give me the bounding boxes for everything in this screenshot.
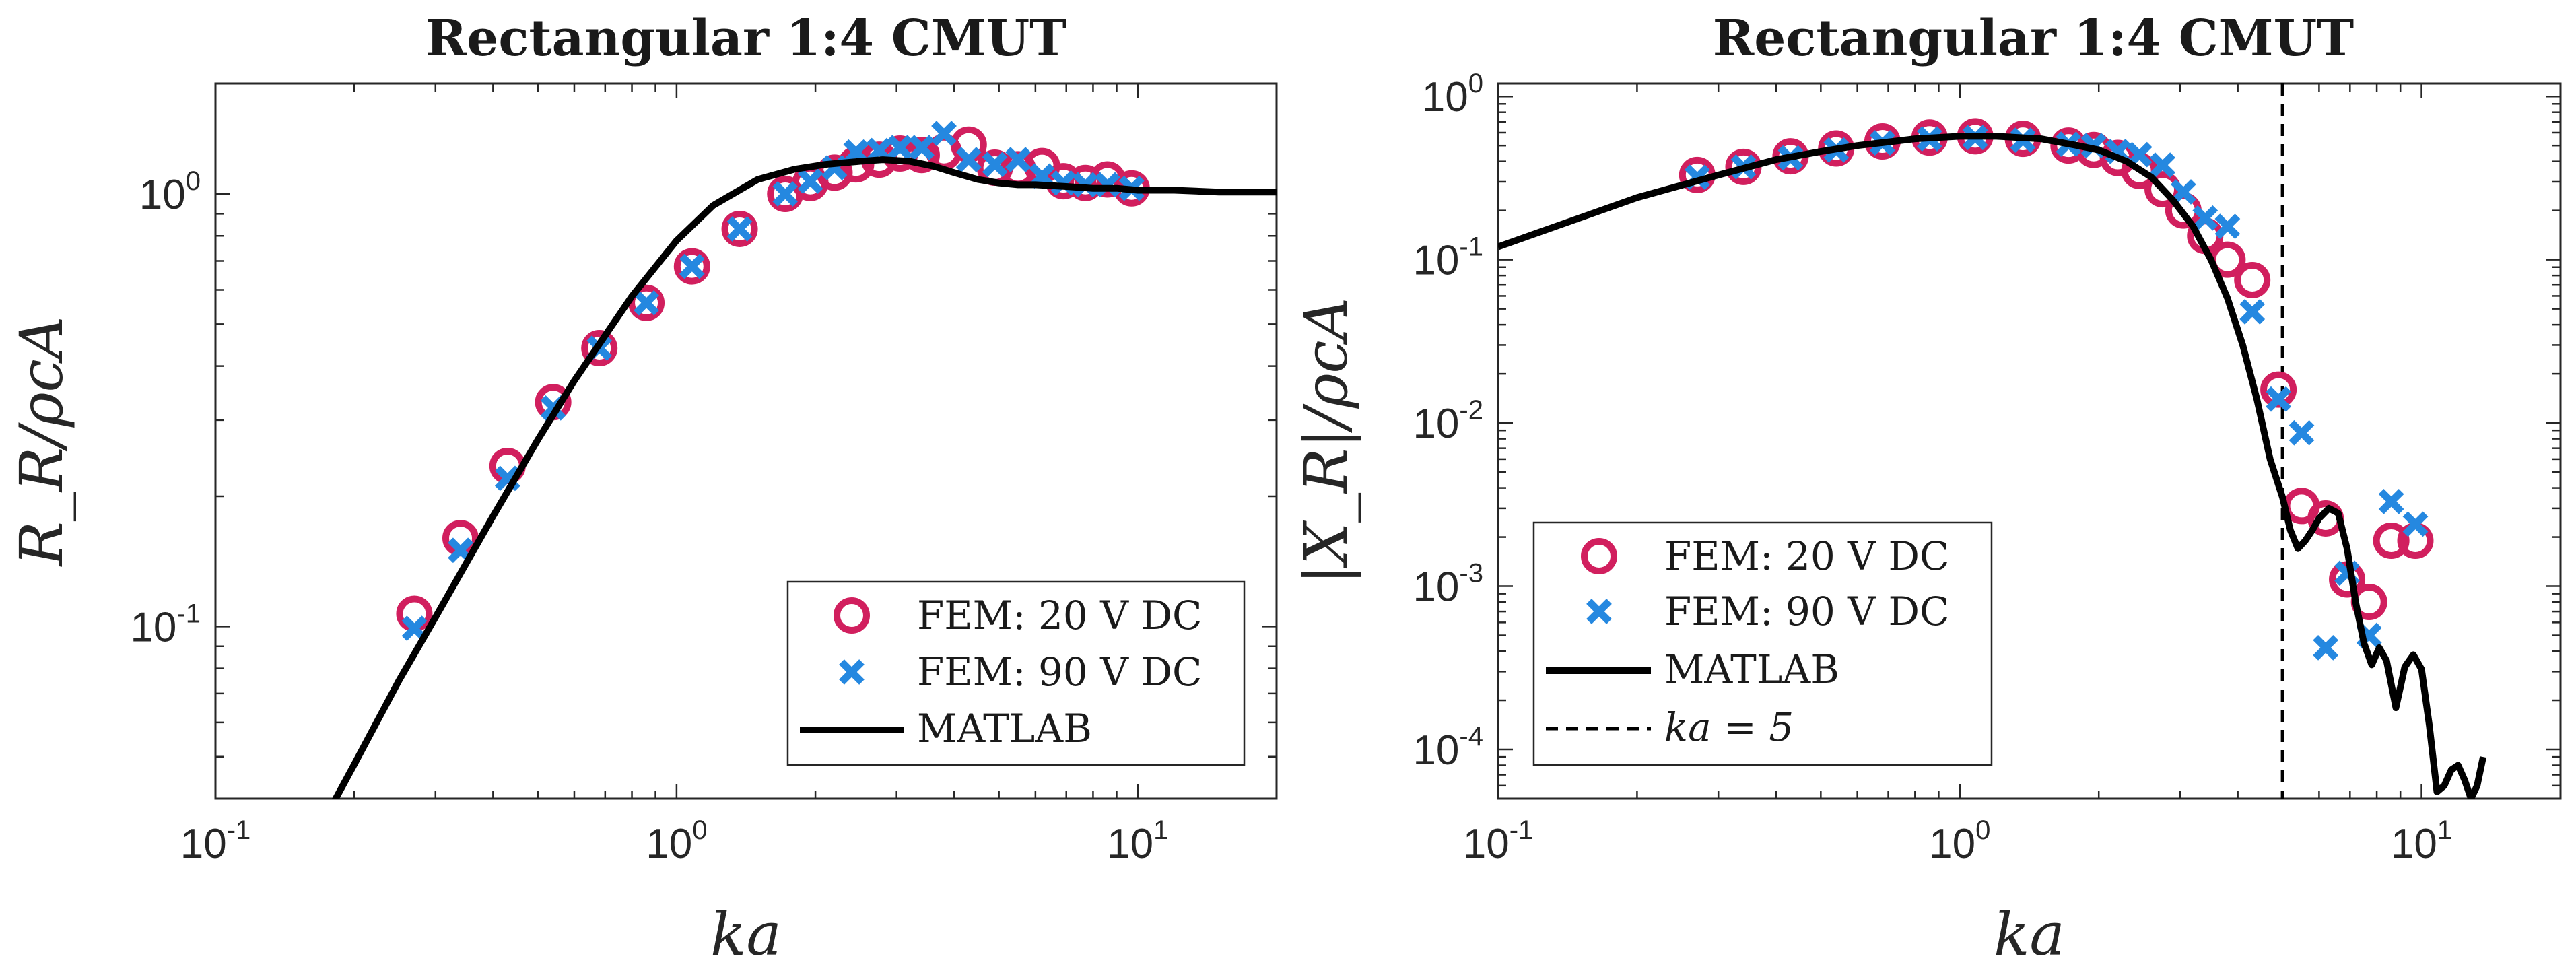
legend-label: MATLAB [917, 706, 1092, 751]
legend-label: FEM: 20 V DC [1664, 533, 1949, 579]
fem90-point [2171, 179, 2196, 205]
fem20-point [628, 284, 665, 321]
x-tick-labels: 10-1 100 101 [180, 815, 1169, 867]
chart-title: Rectangular 1:4 CMUT [1713, 9, 2354, 67]
chart-resistance: Rectangular 1:4 CMUT 10-1 100 101 10-1100 … [7, 9, 1278, 969]
fem90-point [679, 253, 705, 279]
x-tick-label: 101 [1107, 815, 1168, 867]
fem90-point [726, 216, 753, 242]
x-tick-labels: 10-1 100 101 [1463, 815, 2452, 867]
fem20-point [581, 330, 618, 367]
fem90-point [2192, 205, 2218, 231]
chart-title: Rectangular 1:4 CMUT [426, 9, 1066, 67]
fem90-point [931, 121, 957, 147]
x-tick-label: 100 [646, 815, 707, 867]
fem90-point [955, 147, 982, 173]
fem20-point [2234, 261, 2271, 298]
legend-marker-circle [834, 597, 870, 634]
fem90-point [2150, 152, 2175, 178]
y-tick-label: 100 [1422, 69, 1483, 121]
fem90-point [2313, 635, 2339, 661]
axis-ticks [214, 83, 1278, 800]
y-tick-label: 10-4 [1413, 722, 1483, 774]
fem90-point [2378, 488, 2404, 514]
legend-label: FEM: 90 V DC [917, 649, 1202, 695]
fem90-point [2239, 299, 2266, 325]
x-tick-label: 10-1 [1463, 815, 1534, 867]
data-marks [1498, 83, 2486, 799]
fem90-point [2289, 419, 2315, 446]
fem90-point [982, 152, 1008, 178]
fem20-point [673, 248, 710, 285]
x-axis-label: ka [710, 900, 782, 969]
legend-label: MATLAB [1664, 646, 1839, 692]
fem90-point [2266, 386, 2291, 412]
fem20-point [1067, 164, 1104, 201]
y-tick-labels: 10-4 10-3 10-2 10-1 100 [1413, 69, 1483, 774]
y-tick-label: 100 [139, 166, 201, 218]
chart-reactance: Rectangular 1:4 CMUT 10-1 100 101 10-4 10-3… [1291, 9, 2562, 969]
legend-label: FEM: 90 V DC [1664, 589, 1949, 634]
matlab-line [331, 156, 1277, 799]
fem90-point [401, 615, 428, 642]
data-marks [331, 121, 1277, 799]
x-tick-label: 100 [1929, 815, 1990, 867]
fem90-point [887, 135, 913, 161]
fem20-point [2373, 522, 2410, 559]
y-tick-label: 10-1 [1413, 232, 1483, 284]
y-tick-label: 10-2 [1413, 395, 1483, 447]
legend: FEM: 20 V DC FEM: 90 V DC MATLAB [786, 580, 1246, 766]
legend-marker-x [1586, 599, 1612, 624]
y-axis-label: |X_R|/ρcA [1291, 298, 1361, 584]
matlab-line [1498, 133, 2486, 799]
y-tick-labels: 10-1 100 [130, 166, 201, 650]
y-tick-label: 10-3 [1413, 559, 1483, 611]
fem90-point [1005, 147, 1031, 173]
fem90-point [634, 290, 659, 316]
legend-label: ka = 5 [1664, 704, 1794, 750]
legend-label: FEM: 20 V DC [917, 593, 1202, 638]
legend: FEM: 20 V DC FEM: 90 V DC MATLAB ka = 5 [1532, 521, 1993, 766]
fem90-point [2402, 511, 2429, 537]
legend-marker-x [839, 659, 865, 685]
fem90-point [797, 168, 823, 194]
legend-marker-circle [1581, 538, 1617, 574]
fem90-point [772, 181, 799, 207]
fem90-point [909, 135, 935, 161]
y-tick-label: 10-1 [130, 599, 201, 650]
fem90-point [2214, 213, 2241, 240]
y-axis-label: R_R/ρcA [7, 316, 76, 568]
x-tick-label: 101 [2391, 815, 2452, 867]
fem20-point [2260, 371, 2297, 408]
x-axis-label: ka [1994, 900, 2065, 969]
x-tick-label: 10-1 [180, 815, 251, 867]
fem20-point [721, 210, 758, 247]
